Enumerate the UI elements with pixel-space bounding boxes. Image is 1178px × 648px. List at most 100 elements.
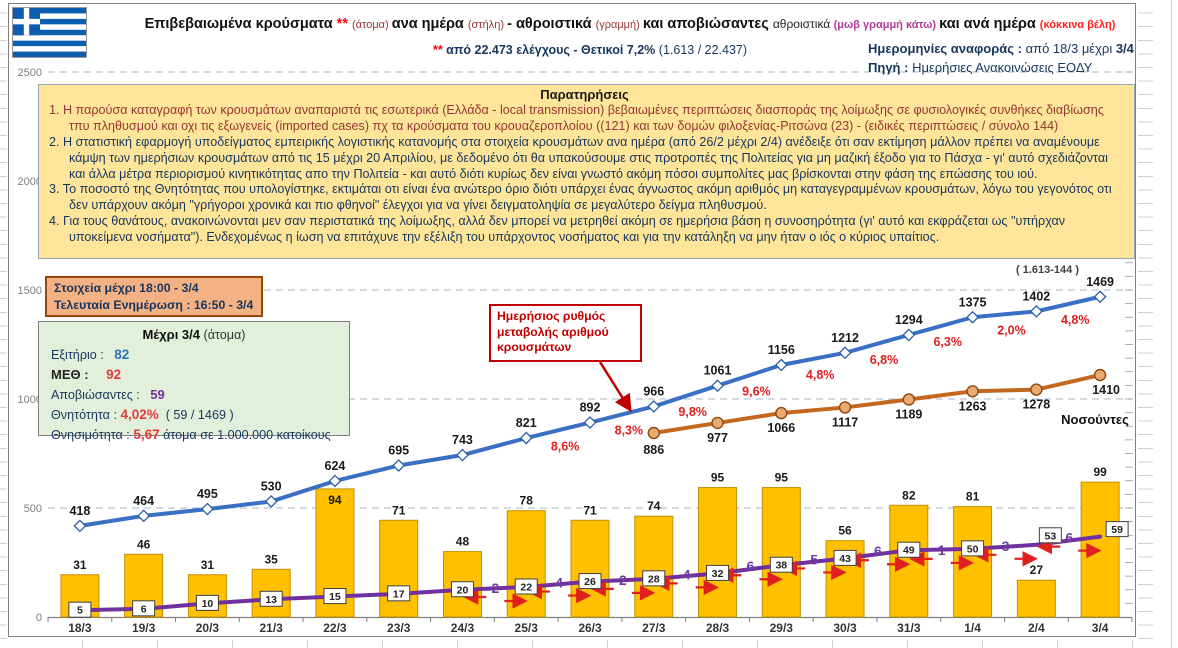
growth-rate-label: 2,0% xyxy=(997,323,1026,337)
death-label: 17 xyxy=(393,588,405,600)
title-segment: (μωβ γραμμή κάτω) xyxy=(833,19,940,31)
death-label: 28 xyxy=(648,573,660,585)
bar-daily-cases xyxy=(761,487,801,618)
active-cases-label: 977 xyxy=(707,431,728,445)
bar-label: 31 xyxy=(73,558,87,572)
death-label-box xyxy=(514,578,538,595)
title-segment: (γραμμή) xyxy=(595,19,643,31)
growth-rate-label: 4,8% xyxy=(1061,313,1090,327)
death-label-box xyxy=(450,581,474,598)
cumulative-marker xyxy=(647,399,661,413)
active-cases-label: 1263 xyxy=(959,399,987,413)
bar-label: 94 xyxy=(328,493,342,507)
cumulative-marker xyxy=(456,448,469,462)
header-meta: Ημερομηνίες αναφοράς : από 18/3 μέχρι 3/… xyxy=(868,39,1134,77)
last-update: Τελευταία Ενημέρωση : 16:50 - 3/4 xyxy=(54,297,254,312)
cumulative-marker xyxy=(1029,304,1043,318)
death-delta-label: 2 xyxy=(491,580,499,596)
cumulative-label: 1294 xyxy=(895,313,923,327)
title-segment: αθροιστικά xyxy=(772,17,834,31)
cumulative-marker xyxy=(966,310,980,324)
death-label-box xyxy=(387,585,411,602)
bar-daily-cases xyxy=(889,504,929,618)
x-axis-label: 22/3 xyxy=(323,621,347,635)
growth-rate-label: 6,3% xyxy=(933,335,962,349)
y-axis-label: 2500 xyxy=(18,67,42,79)
y-axis-label: 0 xyxy=(36,612,42,624)
x-axis-label: 31/3 xyxy=(897,621,921,635)
death-label: 22 xyxy=(520,582,532,594)
cumulative-marker xyxy=(519,431,533,445)
bar-label: 99 xyxy=(1093,465,1107,479)
death-label: 15 xyxy=(329,591,341,603)
annotation-box: Ημερήσιος ρυθμός μεταβολής αριθμού κρουσ… xyxy=(489,304,642,362)
active-cases-marker xyxy=(1093,368,1107,382)
death-label-box xyxy=(706,564,730,581)
notes-box: Παρατηρήσεις 1. Η παρούσα καταγραφή των … xyxy=(38,84,1135,259)
death-label-box xyxy=(195,594,219,611)
sheet-collines-bottom xyxy=(8,640,1138,648)
bar-label: 56 xyxy=(838,524,852,538)
title-segment: (άτομα) xyxy=(352,19,392,31)
bar-label: 78 xyxy=(520,494,534,508)
death-label-box xyxy=(323,588,347,605)
bar-daily-cases xyxy=(1016,579,1056,618)
stats-title: Μέχρι 3/4 (άτομα) xyxy=(142,327,246,342)
bar-daily-cases xyxy=(698,487,738,618)
death-label: 53 xyxy=(1045,530,1057,542)
death-label-box xyxy=(259,590,283,607)
bar-label: 71 xyxy=(392,503,406,517)
x-axis-label: 1/4 xyxy=(964,621,981,635)
title-segment: και αποβιώσαντες xyxy=(642,16,773,32)
death-label: 6 xyxy=(141,603,147,615)
active-cases-series-label: Νοσούντες xyxy=(1061,412,1129,427)
x-axis-label: 3/4 xyxy=(1092,621,1109,635)
x-axis-label: 20/3 xyxy=(196,621,220,635)
cumulative-label: 1156 xyxy=(768,343,795,357)
cumulative-marker xyxy=(583,416,597,429)
growth-rate-label: 8,3% xyxy=(615,423,644,437)
bar-daily-cases xyxy=(442,551,482,618)
chart-title: Επιβεβαιωμένα κρούσματα ** (άτομα) ανα η… xyxy=(125,15,1135,33)
y-axis-label: 500 xyxy=(24,503,42,515)
title-segment: ανα ημέρα xyxy=(391,16,468,32)
cumulative-label: 418 xyxy=(69,504,90,518)
subtitle-segment: ** xyxy=(432,43,447,57)
subtitle-segment: από 22.473 ελέγχους - Θετικοί 7,2% xyxy=(446,43,659,57)
bar-label: 82 xyxy=(902,488,916,502)
reference-dates: Ημερομηνίες αναφοράς : από 18/3 μέχρι 3/… xyxy=(868,41,1134,56)
death-delta-label: 6 xyxy=(1065,530,1073,546)
x-axis-label: 2/4 xyxy=(1028,621,1045,635)
title-segment: (κόκκινα βέλη) xyxy=(1039,19,1116,31)
cumulative-marker xyxy=(392,459,406,472)
growth-rate-label: 4,8% xyxy=(806,368,835,382)
death-delta-label: 6 xyxy=(874,543,882,559)
data-source: Πηγή : Ημερήσιες Ανακοινώσεις ΕΟΔΥ xyxy=(868,60,1093,75)
cumulative-marker xyxy=(838,346,852,360)
note-item: 4. Για τους θανάτους, ανακοινώνονται μεν… xyxy=(49,214,1066,245)
active-cases-label: 1278 xyxy=(1022,398,1050,412)
cumulative-label: 1469 xyxy=(1086,275,1114,289)
cumulative-marker xyxy=(73,519,87,533)
bar-label: 74 xyxy=(647,499,661,513)
title-segment: και ανά ημέρα xyxy=(939,16,1040,32)
bar-label: 71 xyxy=(583,503,597,517)
notes-list: 1. Η παρούσα καταγραφή των κρουσμάτων αν… xyxy=(49,103,1120,246)
x-axis-label: 30/3 xyxy=(833,621,857,635)
y-axis-label: 1500 xyxy=(18,285,42,297)
cumulative-label: 821 xyxy=(516,416,537,430)
note-item: 1. Η παρούσα καταγραφή των κρουσμάτων αν… xyxy=(49,102,1104,133)
data-timestamp-box: Στοιχεία μέχρι 18:00 - 3/4 Τελευταία Ενη… xyxy=(45,276,263,317)
death-label: 49 xyxy=(903,545,915,557)
x-axis-label: 25/3 xyxy=(515,621,539,635)
death-delta-label: 5 xyxy=(810,551,818,567)
death-label: 26 xyxy=(584,576,596,588)
death-label: 38 xyxy=(775,560,787,572)
death-delta-label: 4 xyxy=(555,575,563,591)
death-label-box xyxy=(578,573,602,590)
title-segment: ** xyxy=(336,16,352,32)
annotation-arrow xyxy=(598,361,632,413)
cumulative-label: 695 xyxy=(388,443,409,457)
title-segment: Επιβεβαιωμένα κρούσματα xyxy=(144,16,337,32)
